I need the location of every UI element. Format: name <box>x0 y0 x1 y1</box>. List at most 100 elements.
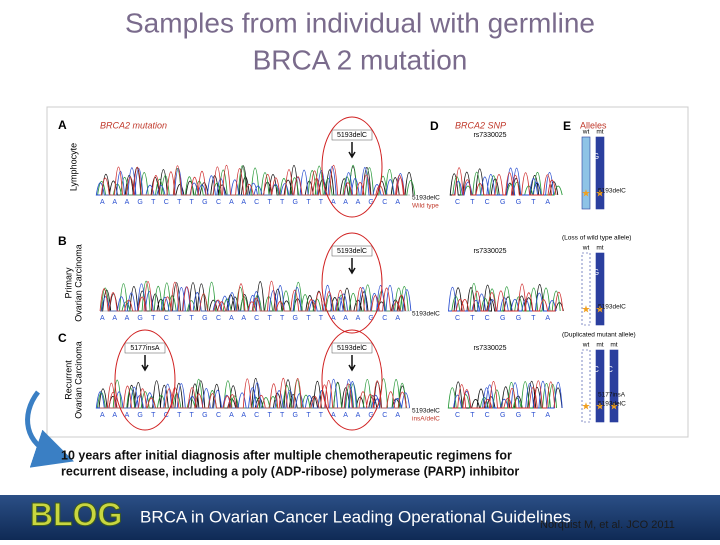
panel-letter: C <box>58 331 67 345</box>
allele-label: wt <box>582 342 590 349</box>
sequence: A A A G T C T T G C A A C T T G T T A A … <box>100 412 400 419</box>
allele-note: G <box>593 152 599 161</box>
star: ★ <box>582 189 591 200</box>
star: ★ <box>582 305 591 316</box>
trace <box>451 283 561 312</box>
mutation-tag: 5193delC <box>337 345 367 352</box>
allele-bar <box>595 349 605 423</box>
mutation-tag: 5193delC <box>337 248 367 255</box>
allele-note: 5193delC <box>598 401 626 408</box>
sequence: A A A G T C T T G C A A C T T G T T A A … <box>100 199 400 206</box>
panel-letter: A <box>58 118 67 132</box>
allele-note: G <box>593 268 599 277</box>
title-line: BRCA 2 mutation <box>253 44 468 75</box>
tag-box <box>331 245 373 257</box>
allele-label: wt <box>582 129 590 136</box>
allele-note: 5193delC <box>598 304 626 311</box>
trace <box>100 377 407 409</box>
sample-label: Ovarian Carcinoma <box>73 244 83 322</box>
allele-note: (Loss of wild type allele) <box>562 235 631 242</box>
panel-letter: B <box>58 234 67 248</box>
trace <box>452 171 563 196</box>
figure: BRCA2 mutation D BRCA2 SNP E Alleles A Lymphoc… <box>58 116 636 431</box>
figure-frame <box>46 106 689 438</box>
snp-sequence: C T C G G T A <box>455 199 550 206</box>
trace <box>452 381 563 409</box>
allele-note: (Duplicated mutant allele) <box>562 332 636 339</box>
panel-header: Alleles <box>580 120 607 130</box>
site-circle <box>321 232 383 334</box>
trace <box>452 167 557 196</box>
arrow <box>25 390 74 468</box>
snp-tag: rs7330025 <box>473 345 506 352</box>
trace <box>449 168 559 196</box>
allele-label: mt <box>596 245 603 252</box>
site-circle <box>321 329 383 431</box>
caption-line: 10 years after initial diagnosis after m… <box>61 448 512 462</box>
snp-tag: rs7330025 <box>473 132 506 139</box>
trace <box>452 283 564 312</box>
allele-bar <box>581 136 591 210</box>
snp-tag: rs7330025 <box>473 248 506 255</box>
allele-label: mt <box>610 342 617 349</box>
citation: Norquist M, et al. JCO 2011 <box>540 519 675 531</box>
site-circle <box>114 329 176 431</box>
sample-label: Lymphocyte <box>68 143 78 191</box>
tag-box <box>331 342 373 354</box>
allele-note: C <box>593 365 599 374</box>
panel-header: BRCA2 mutation <box>100 120 167 130</box>
end-label: Wild type <box>412 203 439 210</box>
panel-letter: E <box>563 119 571 133</box>
allele-label: mt <box>596 129 603 136</box>
sample-label: Ovarian Carcinoma <box>73 341 83 419</box>
allele-label: wt <box>582 245 590 252</box>
end-label: 5193delC <box>412 408 440 415</box>
caption-line: recurrent disease, including a poly (ADP… <box>61 464 519 478</box>
end-label: insA/delC <box>412 416 440 423</box>
site-circle <box>321 116 383 218</box>
mutation-tag: 5177insA <box>130 345 160 352</box>
allele-note: 5177insA <box>598 392 626 399</box>
sample-label: Recurrent <box>63 360 73 400</box>
allele-bar <box>595 252 605 326</box>
footer-tagline: BRCA in Ovarian Cancer Leading Operation… <box>140 507 571 526</box>
site-arrow <box>348 258 356 275</box>
star: ★ <box>610 402 619 413</box>
allele-note: 5193delC <box>598 188 626 195</box>
star: ★ <box>582 402 591 413</box>
sequence: A A A G T C T T G C A A C T T G T T A A … <box>100 315 400 322</box>
trace <box>452 284 564 312</box>
trace <box>100 164 405 196</box>
sample-label: Primary <box>63 267 73 298</box>
site-arrow <box>348 355 356 372</box>
mutation-tag: 5193delC <box>337 132 367 139</box>
site-arrow <box>141 355 149 372</box>
end-label: 5193delC <box>412 311 440 318</box>
tag-box <box>124 342 166 354</box>
allele-bar <box>609 349 619 423</box>
footer-logo: BLOG <box>30 496 122 532</box>
footer-banner <box>0 495 720 540</box>
allele-label: mt <box>596 342 603 349</box>
end-label: 5193delC <box>412 195 440 202</box>
trace <box>447 381 558 409</box>
star: ★ <box>596 305 605 316</box>
allele-note: C <box>607 365 613 374</box>
star: ★ <box>596 189 605 200</box>
allele-bar <box>581 252 591 326</box>
star: ★ <box>596 402 605 413</box>
trace <box>96 378 407 409</box>
trace <box>452 167 555 196</box>
allele-bar <box>581 349 591 423</box>
snp-sequence: C T C G G T A <box>455 315 550 322</box>
allele-bar <box>595 136 605 210</box>
snp-sequence: C T C G G T A <box>455 412 550 419</box>
site-arrow <box>348 142 356 159</box>
title-line: Samples from individual with germline <box>125 7 595 38</box>
panel-header: BRCA2 SNP <box>455 120 506 130</box>
tag-box <box>331 129 373 141</box>
panel-letter: D <box>430 119 439 133</box>
